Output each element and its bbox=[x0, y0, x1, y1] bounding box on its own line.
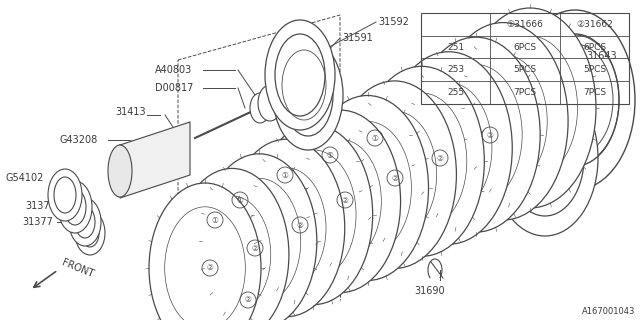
Text: 31690: 31690 bbox=[415, 286, 445, 296]
Ellipse shape bbox=[190, 245, 306, 315]
Text: ②: ② bbox=[436, 154, 444, 163]
Text: A40803: A40803 bbox=[155, 65, 192, 75]
Ellipse shape bbox=[280, 110, 401, 292]
Text: G43208: G43208 bbox=[60, 135, 99, 145]
Text: ①: ① bbox=[326, 150, 333, 159]
Text: ②: ② bbox=[486, 131, 493, 140]
Text: ①: ① bbox=[212, 215, 218, 225]
Ellipse shape bbox=[258, 85, 282, 121]
Text: ②31662: ②31662 bbox=[576, 20, 613, 29]
Text: 251: 251 bbox=[447, 43, 465, 52]
Ellipse shape bbox=[108, 145, 132, 197]
Ellipse shape bbox=[265, 20, 335, 130]
Text: ①: ① bbox=[282, 171, 289, 180]
Ellipse shape bbox=[412, 37, 540, 232]
Text: 31377: 31377 bbox=[22, 217, 53, 227]
Ellipse shape bbox=[175, 168, 289, 320]
Text: ②: ② bbox=[392, 173, 399, 182]
Ellipse shape bbox=[333, 81, 456, 268]
Ellipse shape bbox=[202, 154, 317, 320]
Text: FRONT: FRONT bbox=[60, 257, 95, 279]
Text: ①31666: ①31666 bbox=[507, 20, 543, 29]
Text: 255: 255 bbox=[447, 88, 465, 97]
Ellipse shape bbox=[250, 93, 270, 123]
Text: 31643: 31643 bbox=[586, 51, 616, 61]
Text: 7PCS: 7PCS bbox=[583, 88, 606, 97]
Text: A167001043: A167001043 bbox=[582, 307, 635, 316]
Ellipse shape bbox=[75, 211, 105, 255]
Text: 31377: 31377 bbox=[25, 201, 56, 211]
Text: 31668: 31668 bbox=[558, 132, 589, 142]
Ellipse shape bbox=[359, 66, 484, 256]
Ellipse shape bbox=[254, 125, 372, 305]
Ellipse shape bbox=[464, 8, 596, 208]
Text: 5PCS: 5PCS bbox=[583, 65, 606, 74]
Text: ②: ② bbox=[296, 220, 303, 229]
Ellipse shape bbox=[273, 40, 343, 150]
Ellipse shape bbox=[515, 10, 635, 190]
Text: ①: ① bbox=[372, 133, 378, 142]
Ellipse shape bbox=[69, 198, 101, 246]
Text: 253: 253 bbox=[447, 65, 465, 74]
Text: 5PCS: 5PCS bbox=[513, 65, 537, 74]
Text: ②: ② bbox=[252, 244, 259, 252]
Ellipse shape bbox=[48, 169, 82, 221]
Ellipse shape bbox=[149, 183, 261, 320]
Text: ②: ② bbox=[342, 196, 348, 204]
Ellipse shape bbox=[438, 23, 568, 220]
Text: 7PCS: 7PCS bbox=[513, 88, 537, 97]
Text: 6PCS: 6PCS bbox=[513, 43, 537, 52]
Text: ②: ② bbox=[244, 295, 252, 305]
Ellipse shape bbox=[492, 80, 598, 236]
Text: ①: ① bbox=[237, 196, 243, 204]
Ellipse shape bbox=[385, 52, 512, 244]
Text: 31591: 31591 bbox=[342, 33, 372, 43]
Polygon shape bbox=[120, 122, 190, 198]
Text: G54102: G54102 bbox=[5, 173, 44, 183]
Ellipse shape bbox=[307, 95, 429, 281]
Text: F10017: F10017 bbox=[148, 258, 184, 268]
Text: 31592: 31592 bbox=[378, 17, 409, 27]
Ellipse shape bbox=[58, 181, 92, 233]
Text: ②: ② bbox=[207, 263, 213, 273]
Text: 6PCS: 6PCS bbox=[583, 43, 606, 52]
Text: D00817: D00817 bbox=[155, 83, 193, 93]
Text: 31667: 31667 bbox=[270, 295, 301, 305]
Bar bbox=[421, 13, 629, 104]
Ellipse shape bbox=[228, 139, 345, 317]
Text: 31413: 31413 bbox=[115, 107, 146, 117]
